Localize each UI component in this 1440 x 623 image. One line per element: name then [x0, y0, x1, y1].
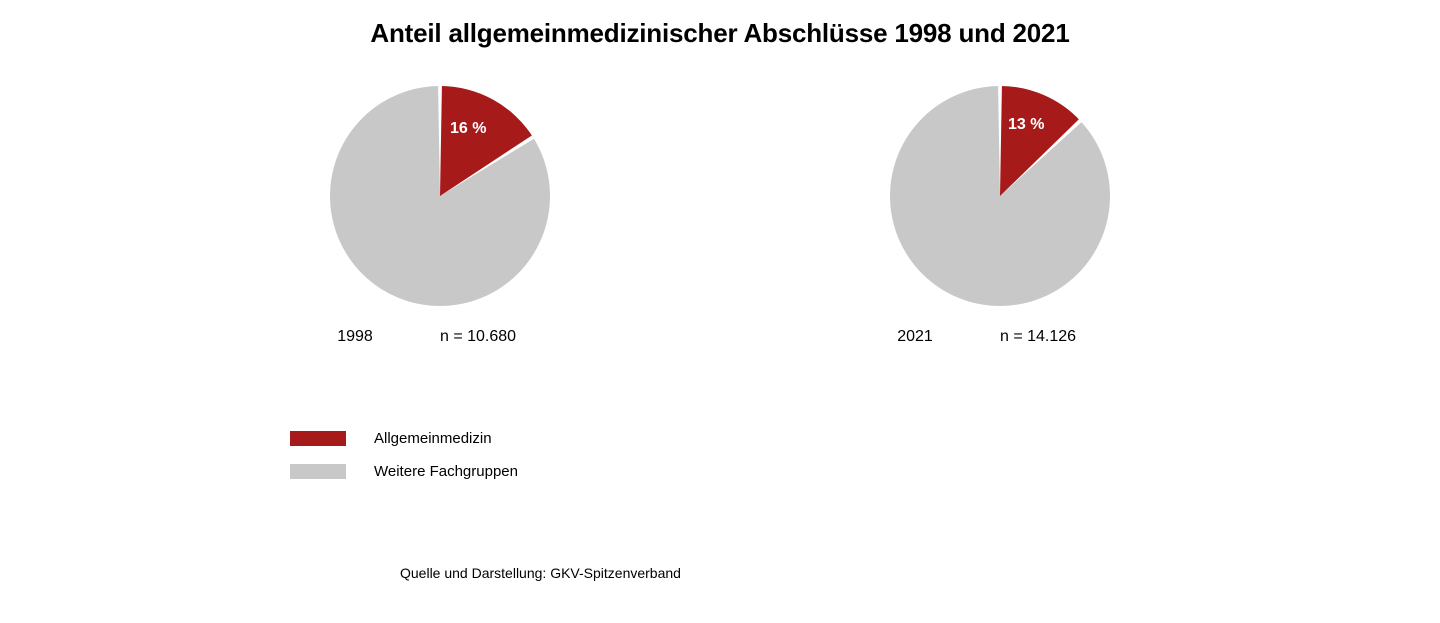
- page: Anteil allgemeinmedizinischer Abschlüsse…: [0, 0, 1440, 623]
- pie-2021-caption: 2021 n = 14.126: [830, 328, 1170, 346]
- legend-item-allgemeinmedizin: Allgemeinmedizin: [290, 430, 518, 447]
- source-attribution: Quelle und Darstellung: GKV-Spitzenverba…: [400, 565, 681, 581]
- legend-swatch-weitere: [290, 464, 346, 479]
- legend-label-weitere: Weitere Fachgruppen: [374, 463, 518, 480]
- chart-title: Anteil allgemeinmedizinischer Abschlüsse…: [0, 18, 1440, 49]
- pie-1998-year: 1998: [330, 328, 380, 346]
- pie-1998-caption: 1998 n = 10.680: [270, 328, 610, 346]
- pie-2021-n: n = 14.126: [1000, 328, 1110, 346]
- pie-1998-n: n = 10.680: [440, 328, 550, 346]
- pie-chart-1998: 16 % 1998 n = 10.680: [270, 86, 610, 386]
- legend-label-allgemeinmedizin: Allgemeinmedizin: [374, 430, 492, 447]
- legend: Allgemeinmedizin Weitere Fachgruppen: [290, 430, 518, 496]
- legend-swatch-allgemeinmedizin: [290, 431, 346, 446]
- pie-2021-canvas: 13 %: [890, 86, 1110, 306]
- pie-chart-2021: 13 % 2021 n = 14.126: [830, 86, 1170, 386]
- pie-2021-year: 2021: [890, 328, 940, 346]
- pie-charts-row: 16 % 1998 n = 10.680 13 % 2021 n = 14.12…: [0, 86, 1440, 386]
- pie-1998-canvas: 16 %: [330, 86, 550, 306]
- pie-2021-svg: [890, 86, 1110, 306]
- legend-item-weitere: Weitere Fachgruppen: [290, 463, 518, 480]
- pie-1998-svg: [330, 86, 550, 306]
